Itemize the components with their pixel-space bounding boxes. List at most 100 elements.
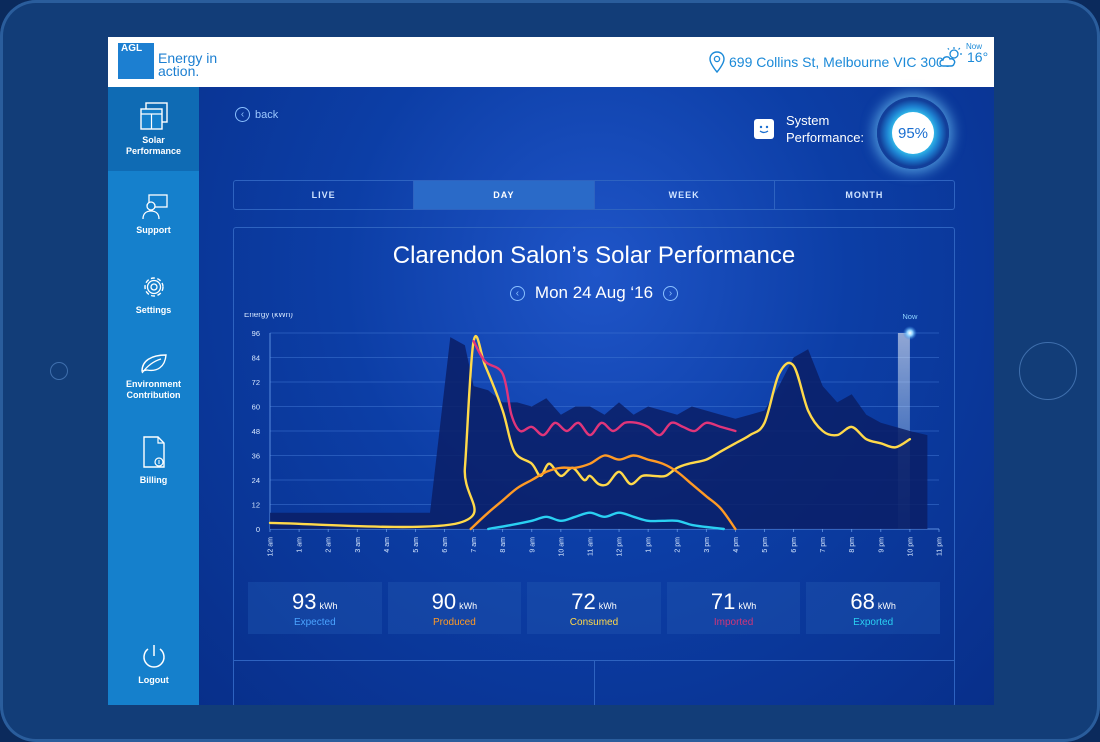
- logout-label: Logout: [138, 675, 169, 685]
- stat-value: 72: [571, 588, 596, 614]
- perf-label-line1: System: [786, 113, 830, 128]
- x-tick-label: 8 pm: [849, 537, 856, 553]
- y-axis-label: Energy (kWh): [244, 313, 293, 319]
- location[interactable]: 699 Collins St, Melbourne VIC 3000: [708, 51, 952, 73]
- x-tick-label: 5 am: [413, 537, 420, 553]
- series-imported-line: [472, 340, 737, 437]
- stat-expected: 93 kWh Expected: [248, 582, 382, 634]
- sidebar-item-label: Billing: [139, 475, 168, 485]
- stat-label: Produced: [432, 616, 476, 628]
- chevron-left-icon: ‹: [235, 107, 250, 122]
- logo-text: Energy in action.: [158, 51, 217, 78]
- performance-value: 95%: [892, 112, 934, 154]
- x-tick-label: 7 am: [471, 537, 478, 553]
- stat-unit: kWh: [319, 600, 338, 611]
- sidebar-item-billing[interactable]: Billing: [108, 435, 199, 486]
- stat-label: Expected: [293, 616, 336, 628]
- y-tick-label: 48: [252, 427, 260, 436]
- period-tabs: LIVE DAY WEEK MONTH: [233, 180, 955, 210]
- stat-produced: 90 kWh Produced: [387, 582, 522, 634]
- chart-panel: Clarendon Salon’s Solar Performance ‹ Mo…: [233, 227, 955, 705]
- y-tick-label: 36: [252, 452, 260, 461]
- bill-icon: [142, 436, 165, 468]
- y-tick-label: 24: [252, 476, 260, 485]
- address-text: 699 Collins St, Melbourne VIC 3000: [729, 54, 952, 70]
- x-tick-label: 2 am: [326, 537, 333, 553]
- logo-mark: AGL: [118, 43, 154, 79]
- stat-unit: kWh: [598, 600, 617, 611]
- series-consumed-line: [268, 335, 912, 529]
- y-tick-label: 84: [252, 354, 260, 363]
- x-tick-label: 12 am: [268, 537, 275, 557]
- stat-value: 93: [292, 588, 317, 614]
- series-produced-line: [469, 454, 737, 531]
- x-tick-label: 6 am: [442, 537, 449, 553]
- performance-gauge: 95%: [877, 97, 949, 169]
- stat-label: Imported: [713, 616, 754, 628]
- stat-exported: 68 kWh Exported: [806, 582, 940, 634]
- sidebar-item-solar-performance[interactable]: Solar Performance: [108, 87, 199, 171]
- back-button[interactable]: ‹ back: [235, 107, 278, 122]
- location-pin-icon: [709, 51, 725, 73]
- chart-title: Clarendon Salon’s Solar Performance: [392, 242, 796, 269]
- camera-dot: [50, 362, 68, 380]
- date-label: Mon 24 Aug ‘16: [534, 283, 654, 302]
- x-tick-label: 10 am: [558, 537, 565, 557]
- x-tick-label: 2 pm: [675, 537, 682, 553]
- stat-unit: kWh: [459, 600, 478, 611]
- smiley-icon: [754, 119, 774, 139]
- divider: [594, 660, 595, 705]
- back-label: back: [255, 108, 279, 121]
- partly-cloudy-icon: [939, 47, 962, 67]
- gear-icon: [143, 277, 164, 297]
- x-tick-label: 11 pm: [937, 537, 944, 556]
- x-tick-label: 7 pm: [820, 537, 827, 553]
- x-tick-label: 6 pm: [791, 537, 798, 553]
- stat-label: Exported: [853, 616, 894, 628]
- next-day-button[interactable]: ›: [663, 285, 679, 301]
- tab-week[interactable]: WEEK: [595, 181, 775, 209]
- x-tick-label: 1 am: [297, 537, 304, 553]
- weather-widget[interactable]: 16° Now: [938, 42, 988, 68]
- power-icon: [142, 645, 165, 668]
- x-tick-label: 10 pm: [907, 537, 914, 557]
- x-tick-label: 8 am: [500, 537, 507, 553]
- sidebar-item-label: Environment Contribution: [125, 379, 181, 400]
- system-performance: System Performance:: [754, 112, 864, 146]
- y-tick-label: 12: [252, 501, 260, 510]
- perf-label-line2: Performance:: [786, 130, 865, 145]
- stat-label: Consumed: [569, 616, 619, 628]
- sidebar-item-settings[interactable]: Settings: [108, 273, 199, 316]
- stat-imported: 71 kWh Imported: [666, 582, 801, 634]
- main-content: ‹ back System Performance: 95% LIVE DAY …: [199, 87, 994, 705]
- x-tick-label: 9 pm: [878, 537, 885, 553]
- sidebar-item-environment[interactable]: Environment Contribution: [108, 351, 199, 401]
- sidebar-item-label: Support: [136, 225, 171, 235]
- prev-day-button[interactable]: ‹: [509, 285, 525, 301]
- agl-logo[interactable]: AGL Energy in action.: [118, 43, 217, 79]
- sidebar-item-support[interactable]: Support: [108, 193, 199, 236]
- y-tick-label: 60: [252, 403, 260, 412]
- sidebar-item-label: Settings: [135, 305, 172, 315]
- logout-button[interactable]: Logout: [108, 643, 199, 686]
- stat-value: 90: [431, 588, 457, 614]
- y-tick-label: 72: [252, 378, 260, 387]
- stat-consumed: 72 kWh Consumed: [527, 582, 661, 634]
- x-tick-label: 3 pm: [704, 537, 711, 553]
- x-tick-label: 9 am: [529, 537, 536, 553]
- tab-day[interactable]: DAY: [414, 181, 595, 209]
- x-tick-label: 4 am: [384, 537, 391, 553]
- stats-row: 93 kWh Expected 90 kWh Produced 72 kWh Cons…: [248, 582, 940, 634]
- tab-live[interactable]: LIVE: [234, 181, 415, 209]
- tab-month[interactable]: MONTH: [845, 190, 884, 200]
- solar-panel-icon: [139, 102, 168, 130]
- weather-now-label: Now: [966, 42, 983, 51]
- series-exported-line: [487, 511, 725, 531]
- home-button[interactable]: [1019, 342, 1077, 400]
- series-expected-area: [270, 337, 928, 529]
- stat-value: 68: [850, 588, 875, 614]
- x-tick-label: 12 pm: [617, 537, 624, 557]
- x-tick-label: 11 am: [587, 537, 594, 556]
- stat-unit: kWh: [738, 600, 757, 611]
